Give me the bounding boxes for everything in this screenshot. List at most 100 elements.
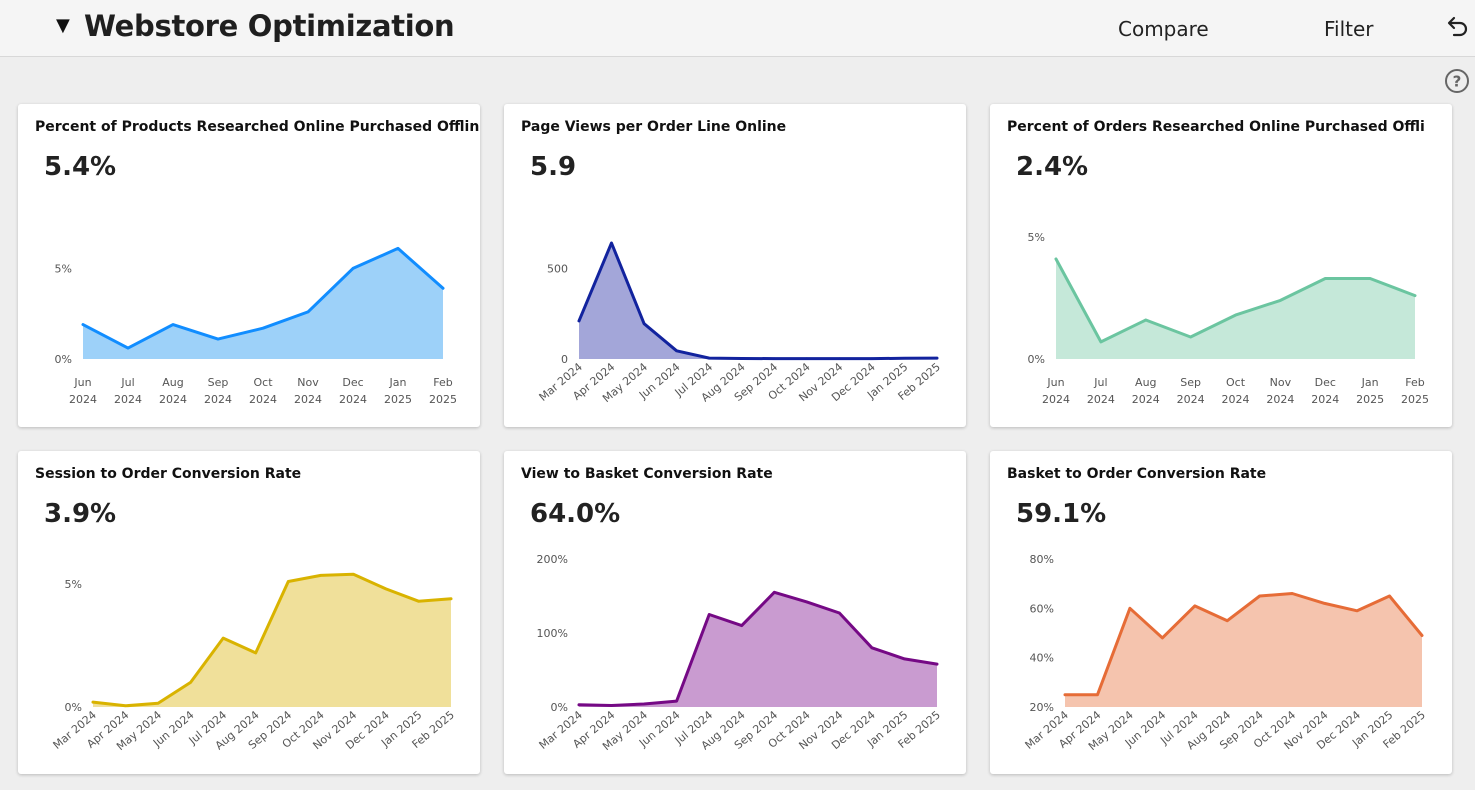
y-tick-label: 0% [551, 701, 568, 714]
data-point [254, 651, 257, 655]
kpi-value: 3.9% [44, 499, 117, 529]
x-tick-label: Jan 2025 [384, 376, 412, 406]
series-area [83, 248, 443, 359]
kpi-value: 64.0% [530, 499, 621, 529]
data-point [1128, 607, 1132, 610]
data-point [838, 357, 841, 360]
card-title: Session to Order Conversion Rate [35, 466, 302, 482]
kpi-card-products-researched-online[interactable]: Percent of Products Researched Online Pu… [18, 104, 480, 427]
kpi-card-view-to-basket[interactable]: View to Basket Conversion Rate 64.0% 200… [504, 451, 966, 774]
data-point [610, 241, 613, 245]
x-tick-label: Feb 2025 [429, 376, 457, 406]
x-tick-label: Sep 2024 [1177, 376, 1205, 406]
x-tick-label: Jun 2024 [1042, 376, 1070, 406]
data-point [1063, 693, 1067, 696]
data-point [222, 636, 225, 640]
x-tick-label: Nov 2024 [1266, 376, 1294, 406]
data-point [1388, 594, 1391, 598]
kpi-value: 5.4% [44, 152, 117, 182]
kpi-card-page-views-per-order-line[interactable]: Page Views per Order Line Online 5.9 500… [504, 104, 966, 427]
x-tick-label: Jun 2024 [69, 376, 97, 406]
data-point [449, 597, 453, 600]
data-point [396, 247, 400, 250]
undo-icon[interactable] [1444, 14, 1470, 40]
data-point [708, 613, 711, 616]
data-point [935, 356, 939, 360]
kpi-card-orders-researched-online[interactable]: Percent of Orders Researched Online Purc… [990, 104, 1452, 427]
filter-button[interactable]: Filter [1324, 17, 1374, 41]
x-tick-label: Dec 2024 [339, 376, 367, 406]
card-title: Percent of Orders Researched Online Purc… [1007, 119, 1425, 135]
data-point [1420, 634, 1424, 637]
y-tick-label: 5% [55, 262, 72, 275]
y-tick-label: 80% [1030, 553, 1054, 566]
y-tick-label: 0% [65, 701, 82, 714]
data-point [1096, 693, 1099, 696]
x-tick-label: Feb 2025 [1401, 376, 1429, 406]
x-tick-label: Aug 2024 [159, 376, 187, 406]
data-point [91, 700, 95, 704]
series-line [577, 241, 939, 361]
x-tick-label: Dec 2024 [1311, 376, 1339, 406]
y-tick-label: 500 [547, 262, 568, 275]
help-icon[interactable]: ? [1444, 68, 1470, 94]
data-point [216, 337, 220, 341]
data-point [935, 662, 939, 666]
data-point [171, 323, 175, 326]
data-point [1324, 277, 1327, 280]
data-point [1234, 313, 1237, 317]
data-point [81, 323, 85, 326]
y-tick-label: 0% [1028, 353, 1045, 366]
compare-button[interactable]: Compare [1118, 17, 1209, 41]
card-title: Basket to Order Conversion Rate [1007, 466, 1267, 482]
data-point [1193, 604, 1196, 608]
data-point [805, 357, 808, 360]
x-tick-label: Jul 2024 [1087, 376, 1115, 406]
data-point [805, 600, 808, 604]
data-point [1189, 335, 1192, 339]
series-area [1056, 259, 1415, 359]
data-point [708, 356, 711, 360]
x-tick-label: Sep 2024 [204, 376, 232, 406]
data-point [1368, 277, 1372, 280]
data-point [740, 357, 743, 360]
data-point [287, 580, 290, 583]
svg-text:?: ? [1453, 73, 1462, 91]
data-point [1355, 609, 1359, 612]
data-point [903, 657, 906, 661]
data-point [261, 327, 265, 330]
x-tick-label: Oct 2024 [249, 376, 277, 406]
kpi-card-session-to-order[interactable]: Session to Order Conversion Rate 3.9% 5%… [18, 451, 480, 774]
series-line [91, 572, 453, 708]
data-point [352, 573, 355, 576]
card-title: Percent of Products Researched Online Pu… [35, 119, 480, 135]
data-point [441, 287, 445, 290]
kpi-value: 59.1% [1016, 499, 1107, 529]
data-point [903, 357, 906, 360]
data-point [610, 704, 613, 707]
collapse-toggle-icon[interactable]: ▼ [56, 15, 70, 36]
data-point [740, 624, 743, 627]
data-point [124, 704, 127, 707]
data-point [1279, 299, 1282, 302]
y-tick-label: 5% [65, 578, 82, 591]
data-point [384, 587, 388, 591]
kpi-card-basket-to-order[interactable]: Basket to Order Conversion Rate 59.1% 80… [990, 451, 1452, 774]
series-area [1065, 593, 1422, 707]
data-point [675, 699, 678, 703]
data-point [126, 346, 130, 350]
x-tick-label: Jan 2025 [1356, 376, 1384, 406]
trend-chart: 5% 0% Jun 2024 Jul 2024 Aug 2024 Sep 2024 Oct 2024 N… [55, 246, 457, 406]
data-point [1099, 340, 1103, 344]
y-tick-label: 100% [537, 627, 568, 640]
data-point [577, 319, 581, 323]
y-tick-label: 20% [1030, 701, 1054, 714]
x-tick-label: Jul 2024 [114, 376, 142, 406]
data-point [319, 574, 322, 577]
y-tick-label: 0 [561, 353, 568, 366]
series-area [93, 574, 451, 707]
